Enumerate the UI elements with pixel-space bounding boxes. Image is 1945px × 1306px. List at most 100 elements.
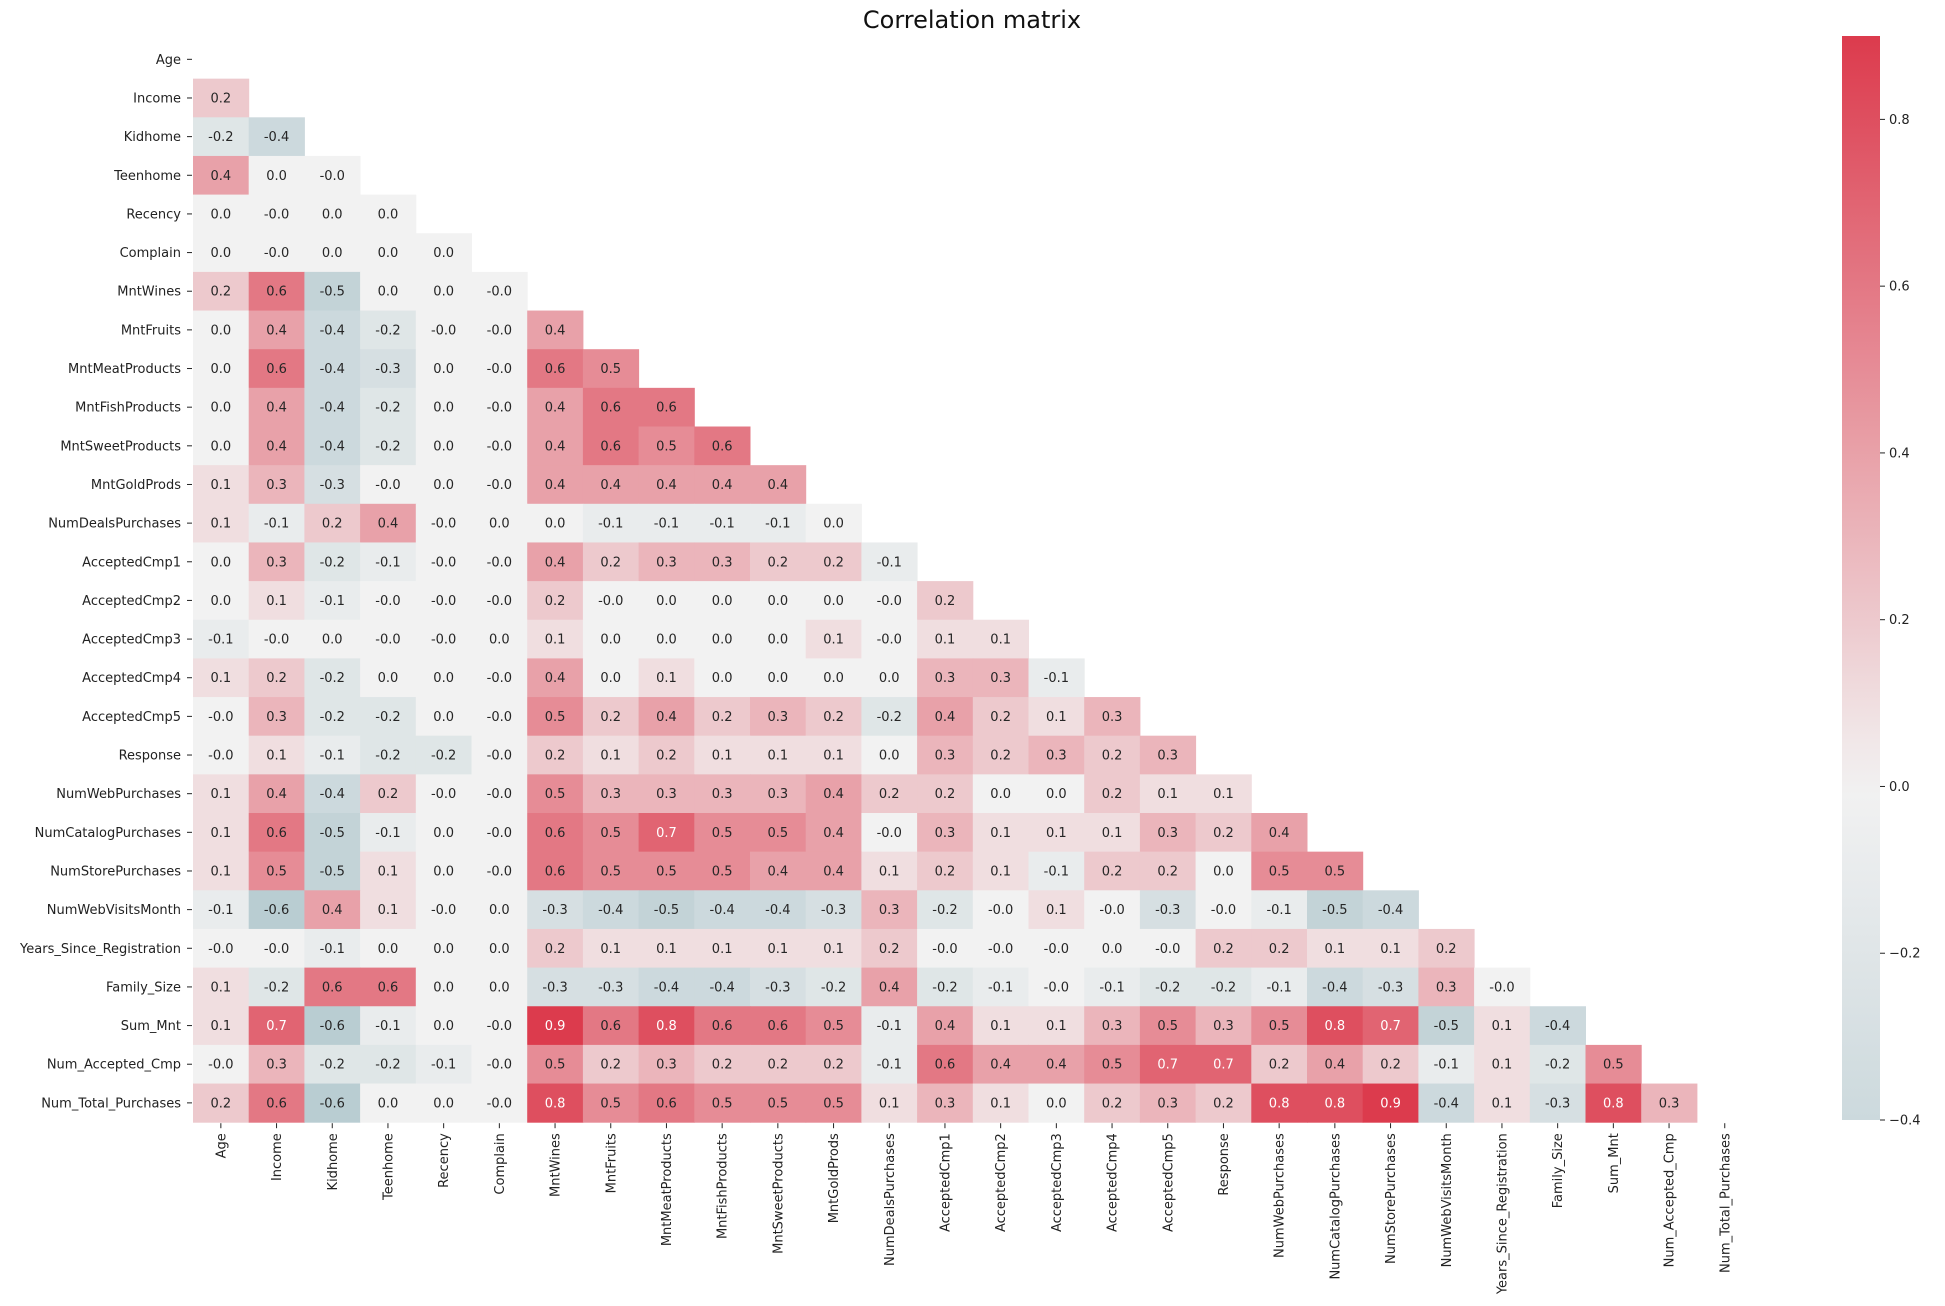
cell-value-label: 0.6: [266, 362, 287, 377]
cell-value-label: -0.0: [264, 633, 289, 648]
heatmap-cell: [415, 310, 472, 350]
heatmap-cell: [527, 542, 584, 582]
cell-value-label: 0.0: [433, 671, 454, 686]
heatmap-cell: [861, 851, 918, 891]
cell-value-label: 0.4: [266, 401, 287, 416]
heatmap-cell: [248, 542, 305, 582]
heatmap-cell: [1307, 890, 1364, 930]
heatmap-cell: [193, 503, 250, 543]
heatmap-cell: [248, 465, 305, 505]
heatmap-cell: [1028, 890, 1085, 930]
cell-value-label: 0.1: [545, 633, 566, 648]
cell-value-label: 0.6: [322, 980, 343, 995]
cell-value-label: -0.4: [765, 903, 790, 918]
cell-value-label: -0.0: [1211, 903, 1236, 918]
heatmap-cell: [1418, 1006, 1475, 1046]
heatmap-cell: [750, 967, 807, 1007]
cell-value-label: 0.1: [266, 594, 287, 609]
heatmap-cell: [805, 774, 862, 814]
heatmap-cell: [360, 697, 417, 737]
heatmap-cell: [917, 928, 974, 969]
heatmap-cell: [248, 503, 305, 543]
cell-value-label: 0.6: [656, 401, 677, 416]
cell-value-label: 0.6: [600, 1019, 621, 1034]
x-tick-label: Num_Accepted_Cmp: [1663, 1133, 1678, 1267]
cell-value-label: 0.3: [656, 1058, 677, 1073]
cell-value-label: -0.0: [877, 826, 902, 841]
cell-value-label: 0.0: [322, 633, 343, 648]
heatmap-cell: [1529, 1006, 1586, 1046]
heatmap-cell: [582, 387, 640, 427]
cell-value-label: 0.2: [935, 787, 956, 802]
cell-value-label: -0.0: [487, 864, 512, 879]
cell-value-label: 0.1: [990, 1096, 1011, 1111]
heatmap-cell: [304, 658, 361, 698]
heatmap-cell: [582, 619, 640, 659]
heatmap-cell: [582, 1006, 640, 1046]
cell-value-label: -0.2: [821, 980, 846, 995]
heatmap-cell: [1028, 813, 1085, 853]
cell-value-label: -0.0: [988, 942, 1013, 957]
cell-value-label: -0.1: [877, 1058, 902, 1073]
cell-value-label: -0.3: [1155, 903, 1180, 918]
x-axis-labels: Age Income Kidhome Teenhome Recency Complain M…: [214, 1123, 1733, 1295]
x-tick-label: MntFishProducts: [716, 1133, 731, 1239]
cell-value-label: 0.0: [433, 439, 454, 454]
cell-value-label: 0.6: [545, 826, 566, 841]
cell-value-label: 0.5: [600, 1096, 621, 1111]
heatmap-cell: [805, 503, 862, 543]
x-tick-label: MntFruits: [604, 1133, 619, 1193]
cell-value-label: -0.4: [1322, 980, 1347, 995]
colorbar-tick-label: 0.2: [1889, 613, 1910, 628]
heatmap-cell: [582, 542, 640, 582]
heatmap-cell: [917, 967, 974, 1007]
heatmap-cell: [304, 1083, 361, 1123]
heatmap-cell: [638, 387, 695, 427]
cell-value-label: 0.1: [1325, 942, 1346, 957]
heatmap-cell: [304, 194, 361, 234]
heatmap-cell: [805, 735, 862, 775]
x-tick-label: NumWebVisitsMonth: [1440, 1133, 1455, 1267]
heatmap-cell: [248, 117, 305, 157]
x-tick-label: MntMeatProducts: [660, 1133, 675, 1246]
x-tick-label: AcceptedCmp3: [1050, 1133, 1065, 1232]
cell-value-label: 0.0: [433, 285, 454, 300]
cell-value-label: 0.2: [823, 1058, 844, 1073]
cell-value-label: -0.3: [542, 903, 567, 918]
cell-value-label: 0.0: [433, 980, 454, 995]
heatmap-cell: [861, 697, 918, 737]
cell-value-label: 0.0: [433, 710, 454, 725]
cell-value-label: 0.8: [545, 1096, 566, 1111]
cell-value-label: -0.2: [932, 980, 957, 995]
heatmap-cell: [248, 658, 305, 698]
heatmap-cell: [415, 1006, 472, 1046]
heatmap-cell: [193, 78, 250, 118]
cell-value-label: -0.5: [320, 864, 345, 879]
x-tick-label: Teenhome: [381, 1133, 396, 1201]
y-tick-label: Recency: [126, 207, 181, 222]
cell-value-label: 0.2: [1102, 864, 1123, 879]
heatmap-cell: [1251, 1083, 1308, 1123]
heatmap-cell: [527, 774, 584, 814]
cell-value-label: 0.1: [823, 749, 844, 764]
heatmap-cell: [193, 1044, 250, 1085]
heatmap-cell: [861, 813, 918, 853]
cell-value-label: 0.4: [935, 710, 956, 725]
heatmap-cell: [304, 735, 361, 775]
cell-value-label: 0.6: [266, 285, 287, 300]
heatmap-cell: [694, 967, 751, 1007]
cell-value-label: 0.0: [211, 207, 232, 222]
heatmap-cell: [471, 851, 528, 891]
heatmap-cell: [471, 890, 528, 930]
cell-value-label: 0.1: [211, 671, 232, 686]
cell-value-label: 0.2: [1157, 864, 1178, 879]
heatmap-cell: [415, 271, 472, 312]
cell-value-label: -0.5: [654, 903, 679, 918]
heatmap-cell: [582, 928, 640, 969]
heatmap-cell: [1195, 774, 1252, 814]
heatmap-cell: [471, 1083, 528, 1123]
cell-value-label: 0.9: [545, 1019, 566, 1034]
heatmap-cell: [248, 735, 305, 775]
cell-value-label: 0.0: [433, 246, 454, 261]
colorbar-gradient: [1842, 36, 1880, 1120]
